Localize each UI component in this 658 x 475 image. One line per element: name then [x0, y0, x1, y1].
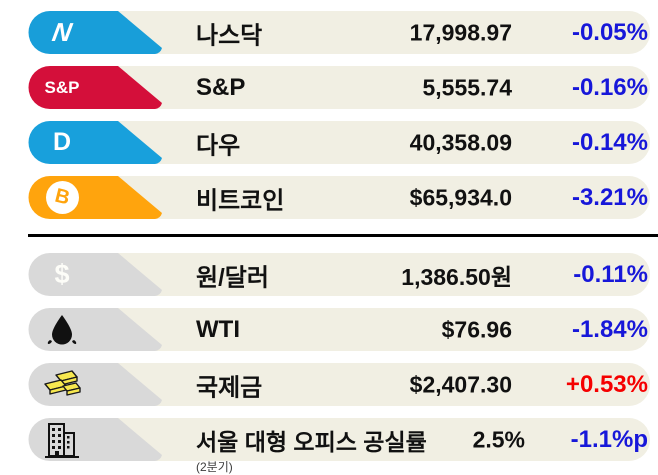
badge-flag-shape	[28, 418, 162, 461]
indicator-value: 5,555.74	[422, 74, 512, 100]
badge-flag-shape	[28, 253, 162, 296]
indicator-label: 다우	[196, 132, 241, 159]
indicator-change: -0.14%	[571, 128, 648, 156]
indicator-change: +0.53%	[565, 370, 648, 398]
dow-badge: D	[28, 121, 168, 164]
indicator-change: -1.1%p	[570, 425, 648, 453]
oil-drop-icon	[34, 308, 90, 351]
market-row-bitcoin: B 비트코인 $65,934.0 -3.21%	[0, 176, 658, 219]
indicator-value: 17,998.97	[409, 19, 512, 45]
bitcoin-circle: B	[45, 181, 79, 214]
bitcoin-badge: B	[28, 176, 168, 219]
badge-flag-shape	[28, 66, 162, 109]
indicator-label: 국제금	[196, 374, 263, 401]
sp-logo-icon: S&P	[44, 77, 80, 97]
indicator-value: $2,407.30	[409, 371, 512, 397]
bitcoin-b-glyph: B	[52, 184, 72, 210]
indicator-change: -0.16%	[571, 73, 648, 101]
section-divider	[28, 234, 658, 237]
indicator-label: WTI	[196, 315, 240, 343]
bitcoin-logo-icon: B	[34, 176, 90, 219]
indicator-label: S&P	[196, 73, 246, 101]
indicator-value: 2.5%	[472, 426, 525, 452]
indicator-value: $76.96	[441, 316, 512, 342]
market-row-wti: WTI $76.96 -1.84%	[0, 308, 658, 351]
indicator-change: -0.11%	[573, 260, 648, 288]
indicator-value: 1,386.50원	[401, 263, 512, 290]
indicator-value: $65,934.0	[409, 184, 512, 210]
building-badge	[28, 418, 168, 461]
badge-flag-shape	[28, 11, 162, 54]
indicator-change: -0.05%	[571, 18, 648, 46]
badge-flag-shape	[28, 121, 162, 164]
gold-badge	[28, 363, 168, 406]
indicator-value: 40,358.09	[409, 129, 512, 155]
sp-badge: S&P	[28, 66, 168, 109]
market-row-gold: 국제금 $2,407.30 +0.53%	[0, 363, 658, 406]
market-row-nasdaq: N 나스닥 17,998.97 -0.05%	[0, 11, 658, 54]
indicator-label: 나스닥	[196, 22, 263, 49]
dow-logo-icon: D	[52, 128, 72, 156]
market-row-dow: D 다우 40,358.09 -0.14%	[0, 121, 658, 164]
gold-bars-icon	[34, 363, 90, 406]
oil-badge	[28, 308, 168, 351]
nasdaq-logo-icon: N	[50, 17, 75, 47]
building-icon	[34, 418, 90, 461]
dollar-sign-icon: $	[54, 259, 70, 289]
market-row-usd-krw: $ 원/달러 1,386.50원 -0.11%	[0, 253, 658, 296]
nasdaq-badge: N	[28, 11, 168, 54]
indicator-sublabel-quarter: (2분기)	[196, 460, 233, 474]
market-row-sp500: S&P S&P 5,555.74 -0.16%	[0, 66, 658, 109]
indicator-change: -1.84%	[571, 315, 648, 343]
market-row-seoul-office-vacancy: 서울 대형 오피스 공실률 (2분기) 2.5% -1.1%p	[0, 418, 658, 474]
indicator-label: 서울 대형 오피스 공실률	[196, 428, 427, 455]
indicator-change: -3.21%	[571, 183, 648, 211]
dollar-badge: $	[28, 253, 168, 296]
indicator-label: 원/달러	[196, 264, 269, 291]
indicator-label: 비트코인	[196, 187, 285, 214]
